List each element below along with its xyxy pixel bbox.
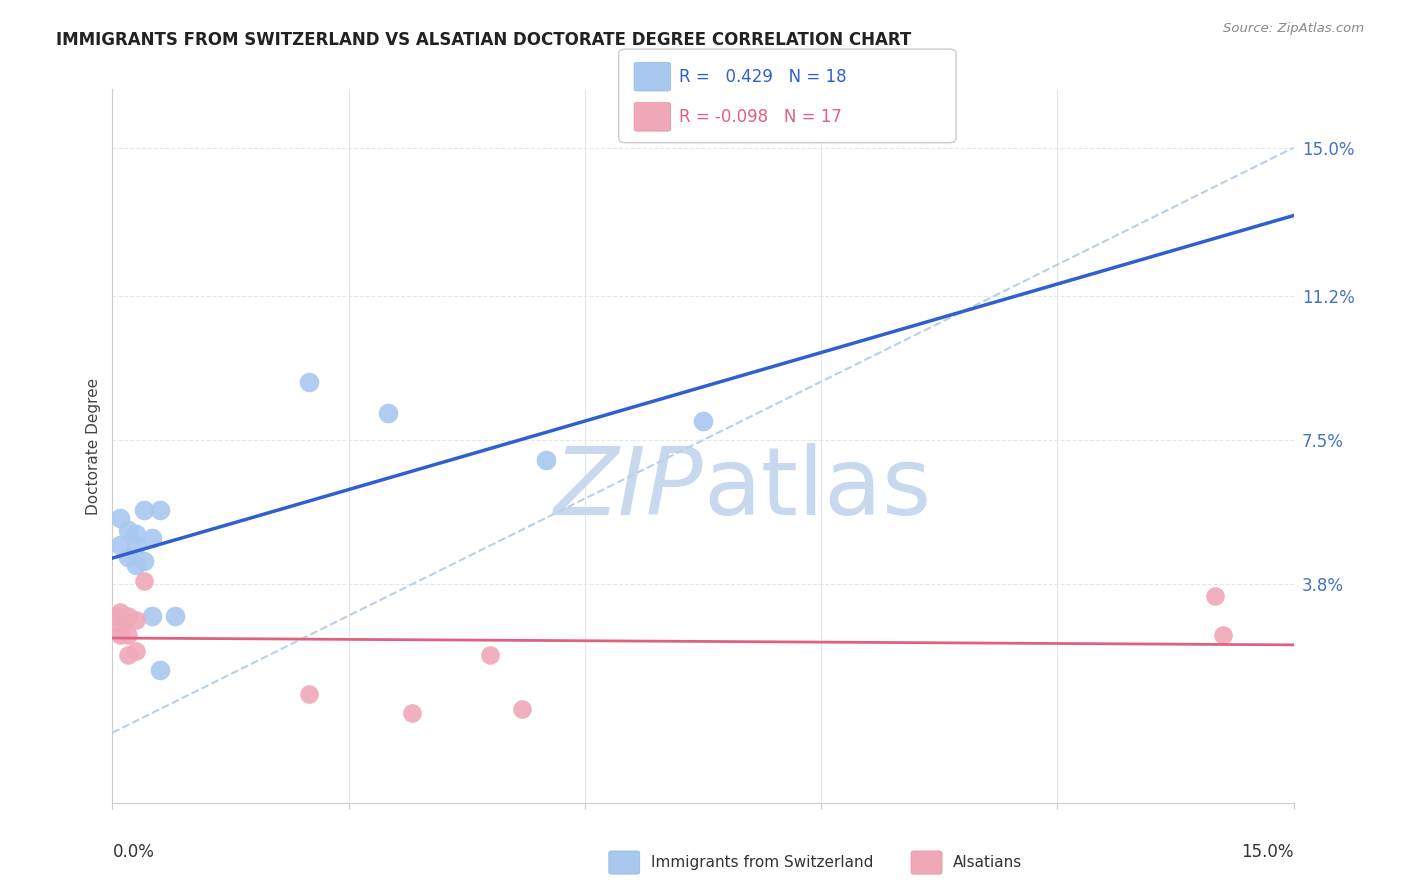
Point — [479, 648, 502, 662]
Text: atlas: atlas — [703, 442, 931, 535]
Point — [534, 452, 557, 467]
Point — [110, 620, 132, 634]
Point — [132, 574, 155, 588]
Point — [117, 523, 139, 537]
Point — [132, 503, 155, 517]
Point — [110, 511, 132, 525]
Text: Source: ZipAtlas.com: Source: ZipAtlas.com — [1223, 22, 1364, 36]
Point — [117, 628, 139, 642]
Text: ZIP: ZIP — [554, 443, 703, 534]
Text: R =   0.429   N = 18: R = 0.429 N = 18 — [679, 68, 846, 86]
Point — [298, 375, 321, 389]
Point — [165, 608, 187, 623]
Point — [117, 550, 139, 565]
Point — [149, 503, 172, 517]
Point — [117, 648, 139, 662]
Point — [110, 538, 132, 552]
Point — [112, 613, 135, 627]
Text: R = -0.098   N = 17: R = -0.098 N = 17 — [679, 108, 842, 126]
Point — [149, 663, 172, 677]
Point — [1212, 628, 1234, 642]
Point — [141, 531, 163, 545]
Text: Alsatians: Alsatians — [953, 855, 1022, 870]
Point — [298, 687, 321, 701]
Point — [141, 608, 163, 623]
Point — [1204, 589, 1226, 603]
Point — [125, 613, 148, 627]
Point — [401, 706, 423, 720]
Point — [105, 608, 128, 623]
Point — [377, 406, 399, 420]
Y-axis label: Doctorate Degree: Doctorate Degree — [86, 377, 101, 515]
Text: 15.0%: 15.0% — [1241, 843, 1294, 861]
Point — [510, 702, 533, 716]
Point — [125, 558, 148, 572]
Point — [132, 554, 155, 568]
Point — [125, 538, 148, 552]
Point — [125, 526, 148, 541]
Text: 0.0%: 0.0% — [112, 843, 155, 861]
Point — [117, 608, 139, 623]
Text: IMMIGRANTS FROM SWITZERLAND VS ALSATIAN DOCTORATE DEGREE CORRELATION CHART: IMMIGRANTS FROM SWITZERLAND VS ALSATIAN … — [56, 31, 911, 49]
Point — [692, 414, 714, 428]
Point — [125, 644, 148, 658]
Text: Immigrants from Switzerland: Immigrants from Switzerland — [651, 855, 873, 870]
Point — [110, 605, 132, 619]
Point — [110, 628, 132, 642]
